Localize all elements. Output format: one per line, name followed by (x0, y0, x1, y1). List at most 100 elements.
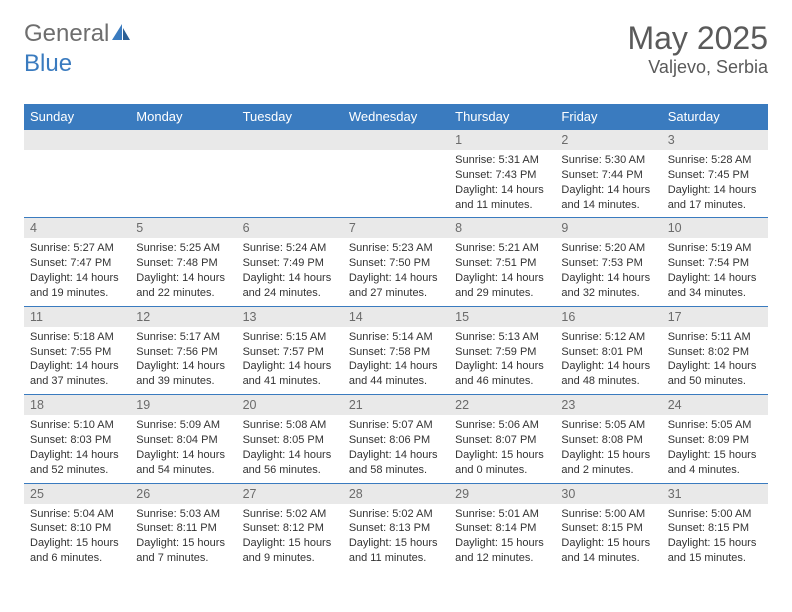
day-number-cell: 31 (662, 483, 768, 504)
day-detail-cell: Sunrise: 5:05 AMSunset: 8:09 PMDaylight:… (662, 415, 768, 483)
calendar-page: General May 2025 Valjevo, Serbia Blue Su… (0, 0, 792, 591)
day-detail-cell (343, 150, 449, 218)
weekday-header: Saturday (662, 104, 768, 130)
day-detail-cell: Sunrise: 5:20 AMSunset: 7:53 PMDaylight:… (555, 238, 661, 306)
detail-row: Sunrise: 5:10 AMSunset: 8:03 PMDaylight:… (24, 415, 768, 483)
daynum-row: 18192021222324 (24, 395, 768, 416)
day-number-cell: 8 (449, 218, 555, 239)
day-number-cell: 5 (130, 218, 236, 239)
title-month: May 2025 (627, 20, 768, 57)
day-number-cell: 14 (343, 306, 449, 327)
brand-logo: General (24, 20, 131, 48)
day-detail-cell: Sunrise: 5:14 AMSunset: 7:58 PMDaylight:… (343, 327, 449, 395)
day-number-cell: 10 (662, 218, 768, 239)
day-number-cell (343, 130, 449, 151)
brand-sail-icon (111, 23, 131, 41)
day-detail-cell: Sunrise: 5:05 AMSunset: 8:08 PMDaylight:… (555, 415, 661, 483)
day-number-cell: 1 (449, 130, 555, 151)
day-number-cell: 17 (662, 306, 768, 327)
day-number-cell: 7 (343, 218, 449, 239)
daynum-row: 123 (24, 130, 768, 151)
weekday-header: Thursday (449, 104, 555, 130)
detail-row: Sunrise: 5:18 AMSunset: 7:55 PMDaylight:… (24, 327, 768, 395)
title-block: May 2025 Valjevo, Serbia (627, 20, 768, 78)
day-detail-cell: Sunrise: 5:19 AMSunset: 7:54 PMDaylight:… (662, 238, 768, 306)
day-detail-cell: Sunrise: 5:30 AMSunset: 7:44 PMDaylight:… (555, 150, 661, 218)
day-detail-cell: Sunrise: 5:02 AMSunset: 8:13 PMDaylight:… (343, 504, 449, 571)
day-number-cell: 13 (237, 306, 343, 327)
day-detail-cell: Sunrise: 5:28 AMSunset: 7:45 PMDaylight:… (662, 150, 768, 218)
detail-row: Sunrise: 5:31 AMSunset: 7:43 PMDaylight:… (24, 150, 768, 218)
day-number-cell: 20 (237, 395, 343, 416)
day-detail-cell: Sunrise: 5:04 AMSunset: 8:10 PMDaylight:… (24, 504, 130, 571)
day-number-cell (130, 130, 236, 151)
day-detail-cell: Sunrise: 5:00 AMSunset: 8:15 PMDaylight:… (555, 504, 661, 571)
day-detail-cell (24, 150, 130, 218)
day-number-cell: 30 (555, 483, 661, 504)
day-detail-cell: Sunrise: 5:18 AMSunset: 7:55 PMDaylight:… (24, 327, 130, 395)
detail-row: Sunrise: 5:27 AMSunset: 7:47 PMDaylight:… (24, 238, 768, 306)
daynum-row: 25262728293031 (24, 483, 768, 504)
weekday-header: Wednesday (343, 104, 449, 130)
daynum-row: 45678910 (24, 218, 768, 239)
day-number-cell: 28 (343, 483, 449, 504)
day-number-cell: 21 (343, 395, 449, 416)
day-detail-cell: Sunrise: 5:09 AMSunset: 8:04 PMDaylight:… (130, 415, 236, 483)
day-number-cell: 6 (237, 218, 343, 239)
day-number-cell: 9 (555, 218, 661, 239)
day-detail-cell: Sunrise: 5:31 AMSunset: 7:43 PMDaylight:… (449, 150, 555, 218)
day-number-cell: 3 (662, 130, 768, 151)
day-number-cell: 23 (555, 395, 661, 416)
day-detail-cell: Sunrise: 5:06 AMSunset: 8:07 PMDaylight:… (449, 415, 555, 483)
brand-text-1: General (24, 20, 109, 48)
day-number-cell: 16 (555, 306, 661, 327)
day-detail-cell: Sunrise: 5:24 AMSunset: 7:49 PMDaylight:… (237, 238, 343, 306)
weekday-header: Tuesday (237, 104, 343, 130)
day-number-cell: 18 (24, 395, 130, 416)
weekday-header: Friday (555, 104, 661, 130)
day-number-cell: 27 (237, 483, 343, 504)
day-detail-cell: Sunrise: 5:08 AMSunset: 8:05 PMDaylight:… (237, 415, 343, 483)
header: General May 2025 Valjevo, Serbia (24, 20, 768, 78)
day-detail-cell: Sunrise: 5:11 AMSunset: 8:02 PMDaylight:… (662, 327, 768, 395)
detail-row: Sunrise: 5:04 AMSunset: 8:10 PMDaylight:… (24, 504, 768, 571)
day-number-cell: 12 (130, 306, 236, 327)
day-detail-cell (130, 150, 236, 218)
day-detail-cell: Sunrise: 5:10 AMSunset: 8:03 PMDaylight:… (24, 415, 130, 483)
calendar-head: SundayMondayTuesdayWednesdayThursdayFrid… (24, 104, 768, 130)
day-detail-cell: Sunrise: 5:12 AMSunset: 8:01 PMDaylight:… (555, 327, 661, 395)
day-number-cell: 4 (24, 218, 130, 239)
weekday-header: Sunday (24, 104, 130, 130)
day-number-cell: 11 (24, 306, 130, 327)
day-detail-cell: Sunrise: 5:25 AMSunset: 7:48 PMDaylight:… (130, 238, 236, 306)
day-number-cell: 29 (449, 483, 555, 504)
day-detail-cell: Sunrise: 5:03 AMSunset: 8:11 PMDaylight:… (130, 504, 236, 571)
day-detail-cell: Sunrise: 5:00 AMSunset: 8:15 PMDaylight:… (662, 504, 768, 571)
weekday-row: SundayMondayTuesdayWednesdayThursdayFrid… (24, 104, 768, 130)
day-number-cell (24, 130, 130, 151)
calendar-table: SundayMondayTuesdayWednesdayThursdayFrid… (24, 104, 768, 571)
day-detail-cell: Sunrise: 5:13 AMSunset: 7:59 PMDaylight:… (449, 327, 555, 395)
day-number-cell: 25 (24, 483, 130, 504)
calendar-body: 123Sunrise: 5:31 AMSunset: 7:43 PMDaylig… (24, 130, 768, 571)
day-detail-cell: Sunrise: 5:07 AMSunset: 8:06 PMDaylight:… (343, 415, 449, 483)
day-detail-cell: Sunrise: 5:15 AMSunset: 7:57 PMDaylight:… (237, 327, 343, 395)
day-detail-cell: Sunrise: 5:01 AMSunset: 8:14 PMDaylight:… (449, 504, 555, 571)
day-number-cell: 24 (662, 395, 768, 416)
day-number-cell: 22 (449, 395, 555, 416)
day-detail-cell: Sunrise: 5:17 AMSunset: 7:56 PMDaylight:… (130, 327, 236, 395)
title-location: Valjevo, Serbia (627, 57, 768, 78)
day-number-cell: 15 (449, 306, 555, 327)
brand-text-2: Blue (24, 50, 72, 78)
daynum-row: 11121314151617 (24, 306, 768, 327)
day-number-cell: 2 (555, 130, 661, 151)
day-number-cell (237, 130, 343, 151)
day-detail-cell: Sunrise: 5:21 AMSunset: 7:51 PMDaylight:… (449, 238, 555, 306)
day-detail-cell: Sunrise: 5:02 AMSunset: 8:12 PMDaylight:… (237, 504, 343, 571)
day-number-cell: 26 (130, 483, 236, 504)
day-detail-cell: Sunrise: 5:27 AMSunset: 7:47 PMDaylight:… (24, 238, 130, 306)
day-number-cell: 19 (130, 395, 236, 416)
weekday-header: Monday (130, 104, 236, 130)
day-detail-cell (237, 150, 343, 218)
day-detail-cell: Sunrise: 5:23 AMSunset: 7:50 PMDaylight:… (343, 238, 449, 306)
